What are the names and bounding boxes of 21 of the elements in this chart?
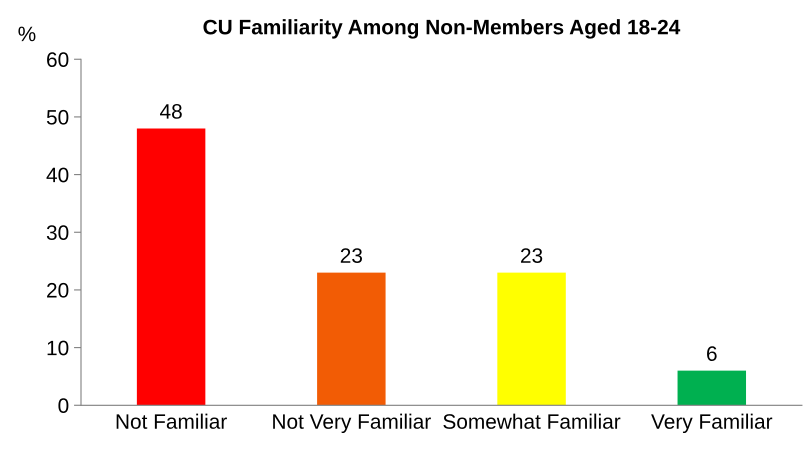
bar bbox=[136, 128, 206, 406]
x-tick-label: Not Very Familiar bbox=[273, 414, 431, 434]
x-tick-label: Somewhat Familiar bbox=[443, 414, 620, 429]
y-tick-label: 50 bbox=[46, 110, 68, 125]
x-tick-label: Very Familiar bbox=[651, 414, 772, 434]
y-tick-label: 40 bbox=[46, 168, 68, 182]
y-tick-label: 10 bbox=[48, 340, 68, 356]
y-axis-title: % bbox=[18, 26, 36, 42]
y-tick-label: 0 bbox=[58, 398, 68, 414]
data-label: 23 bbox=[521, 248, 542, 263]
data-label: 48 bbox=[160, 104, 182, 119]
bar bbox=[317, 272, 386, 406]
x-tick-label: Not Familiar bbox=[116, 414, 227, 429]
data-label: 6 bbox=[707, 346, 717, 361]
bar bbox=[678, 370, 746, 406]
bar bbox=[497, 272, 566, 406]
y-tick-label: 60 bbox=[47, 52, 68, 68]
chart-title: CU Familiarity Among Non-Members Aged 18-24 bbox=[203, 19, 680, 39]
data-label: 23 bbox=[340, 248, 362, 263]
y-tick-label: 20 bbox=[47, 282, 68, 298]
y-tick-label: 30 bbox=[46, 225, 68, 240]
